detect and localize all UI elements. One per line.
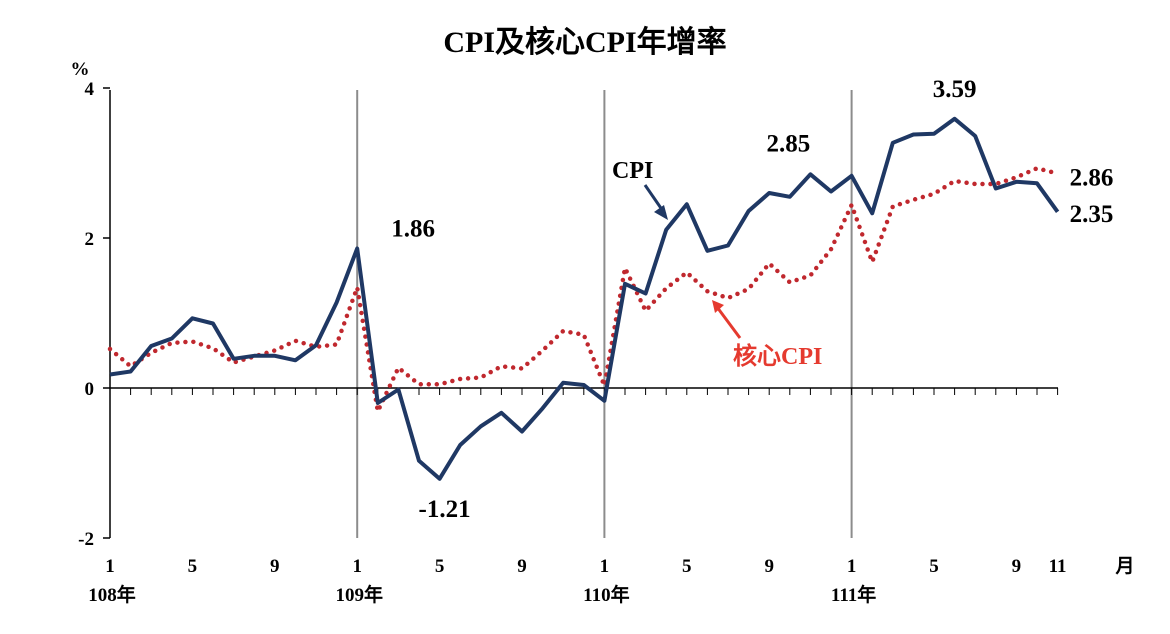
y-tick-label: 4 xyxy=(85,79,95,100)
x-tick-label: 1 xyxy=(847,556,857,577)
x-tick-label: 1 xyxy=(105,556,115,577)
y-tick-label: -2 xyxy=(78,529,94,550)
x-tick-label: 5 xyxy=(929,556,939,577)
x-tick-label: 5 xyxy=(682,556,692,577)
core-cpi-line xyxy=(107,166,1060,414)
labels-layer: 1.86 -1.21 2.85 3.59 2.35 2.86 CPI 核心CPI xyxy=(391,76,1113,523)
x-tick-label: 5 xyxy=(188,556,198,577)
axes: 4 2 0 -2 1 5 9 1 5 9 1 5 9 1 5 9 11 108年 109年 110年 111年 xyxy=(78,79,1066,606)
value-annotation: 2.85 xyxy=(767,130,811,157)
core-cpi-series-label: 核心CPI xyxy=(733,342,822,370)
x-tick-label: 9 xyxy=(270,556,280,577)
year-label: 111年 xyxy=(831,583,876,606)
y-axis-unit: % xyxy=(71,59,90,80)
x-tick-label: 9 xyxy=(517,556,527,577)
y-tick-label: 0 xyxy=(85,379,95,400)
x-tick-label: 1 xyxy=(352,556,362,577)
plot-grid xyxy=(356,90,853,538)
chart-title: CPI及核心CPI年增率 xyxy=(443,26,726,59)
value-annotation: 1.86 xyxy=(391,216,435,243)
cpi-arrow-head xyxy=(654,205,668,220)
series-layer xyxy=(107,116,1060,481)
x-tick-label: 9 xyxy=(764,556,774,577)
x-tick-label: 5 xyxy=(435,556,445,577)
value-annotation: 2.35 xyxy=(1070,201,1114,228)
year-label: 109年 xyxy=(335,583,383,606)
value-annotation: -1.21 xyxy=(419,496,471,523)
year-label: 110年 xyxy=(583,583,629,606)
x-axis-unit: 月 xyxy=(1114,556,1134,577)
y-tick-label: 2 xyxy=(85,229,95,250)
value-annotation: 2.86 xyxy=(1070,165,1114,192)
value-annotation: 3.59 xyxy=(933,76,977,103)
x-tick-label: 1 xyxy=(600,556,610,577)
core-cpi-arrow-head xyxy=(712,300,724,313)
year-label: 108年 xyxy=(88,583,136,606)
cpi-series-label: CPI xyxy=(612,158,653,184)
cpi-line xyxy=(109,116,1060,481)
x-tick-label: 9 xyxy=(1012,556,1022,577)
core-cpi-label-arrow xyxy=(715,306,742,339)
x-tick-label: 11 xyxy=(1049,556,1067,577)
